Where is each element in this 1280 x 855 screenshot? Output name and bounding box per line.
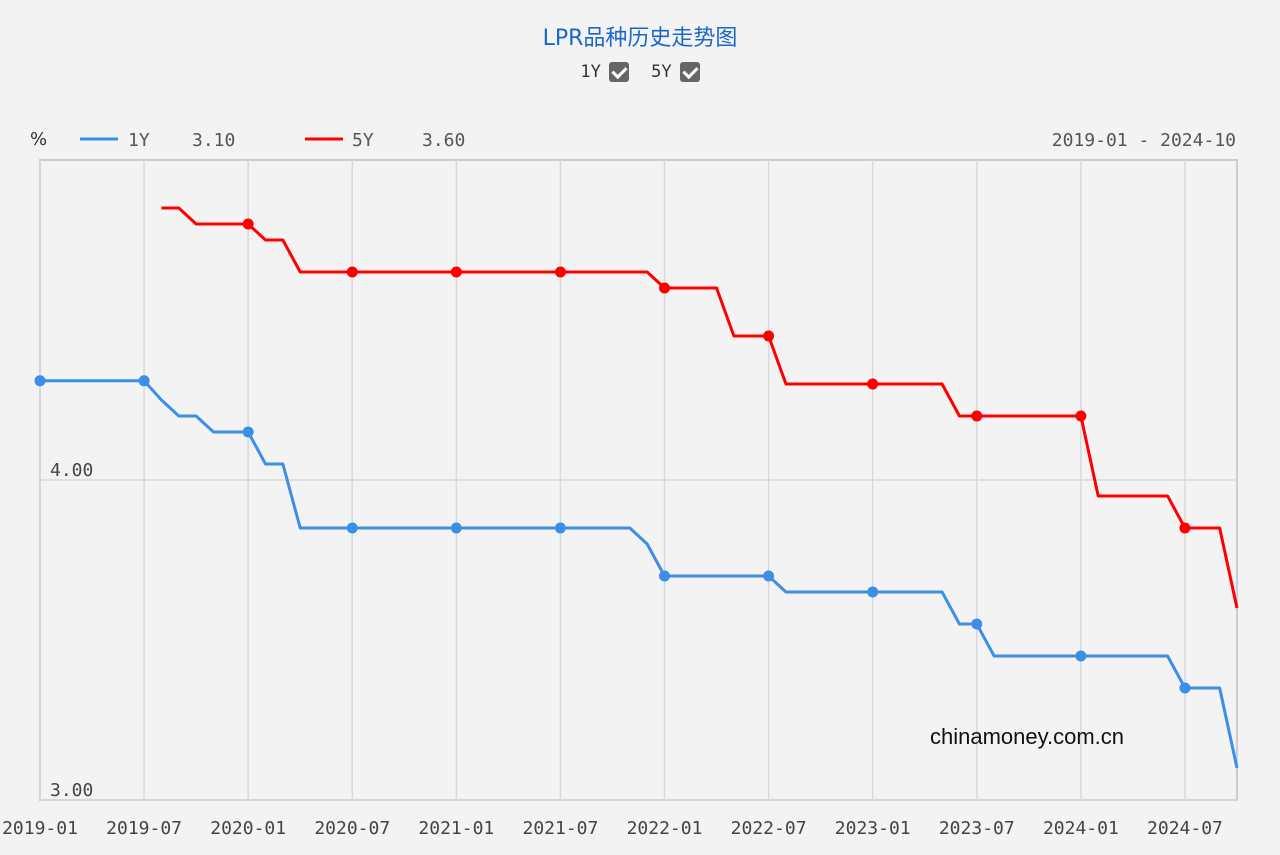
data-point-5y[interactable] [1179,522,1191,534]
data-point-1y[interactable] [971,618,983,630]
grid [39,159,1238,801]
data-point-5y[interactable] [450,266,462,278]
y-tick-label: 3.00 [50,780,93,801]
x-tick-label: 2020-07 [314,818,390,839]
data-point-5y[interactable] [867,378,879,390]
toggle-5y-label: 5Y [651,62,672,82]
data-point-1y[interactable] [242,426,254,438]
toggle-1y[interactable]: 1Y [580,62,629,82]
legend-5y-value: 3.60 [422,130,465,151]
toggle-5y[interactable]: 5Y [651,62,700,82]
series-toggles: 1Y 5Y [0,62,1280,82]
x-tick-label: 2022-07 [731,818,807,839]
x-tick-label: 2023-01 [835,818,911,839]
checkbox-checked-icon[interactable] [679,62,700,82]
data-point-1y[interactable] [34,375,46,387]
series-line-5y[interactable] [161,206,1239,609]
data-point-1y[interactable] [867,586,879,598]
x-tick-label: 2024-01 [1043,818,1119,839]
legend-5y-name: 5Y [352,130,374,151]
data-point-1y[interactable] [554,522,566,534]
data-point-5y[interactable] [242,218,254,230]
series-line-1y[interactable] [40,379,1239,769]
legend-5y[interactable]: 5Y 3.60 [305,130,465,151]
data-point-1y[interactable] [1179,682,1191,694]
data-point-5y[interactable] [659,282,671,294]
watermark: chinamoney.com.cn [930,724,1124,749]
data-point-5y[interactable] [554,266,566,278]
x-tick-label: 2023-07 [939,818,1015,839]
x-tick-label: 2019-01 [2,818,78,839]
checkbox-checked-icon[interactable] [608,62,629,82]
data-point-5y[interactable] [971,410,983,422]
x-tick-label: 2021-07 [523,818,599,839]
legend-1y-value: 3.10 [192,130,235,151]
data-point-1y[interactable] [763,570,775,582]
series-points [34,218,1191,694]
data-point-1y[interactable] [346,522,358,534]
toggle-1y-label: 1Y [580,62,601,82]
data-point-1y[interactable] [659,570,671,582]
date-range: 2019-01 - 2024-10 [1052,130,1236,151]
unit-label: % [30,129,47,150]
data-point-1y[interactable] [1075,650,1087,662]
y-axis-ticks: 4.00 3.00 [50,460,93,801]
data-point-1y[interactable] [138,375,150,387]
data-point-5y[interactable] [1075,410,1087,422]
x-tick-label: 2020-01 [210,818,286,839]
legend-1y-name: 1Y [128,130,150,151]
x-tick-label: 2021-01 [418,818,494,839]
x-tick-label: 2019-07 [106,818,182,839]
x-tick-label: 2024-07 [1147,818,1223,839]
data-point-5y[interactable] [763,330,775,342]
chart-title: LPR品种历史走势图 [542,26,738,51]
y-tick-label: 4.00 [50,460,93,481]
series-lines [40,206,1239,769]
legend-1y[interactable]: 1Y 3.10 [80,130,235,151]
data-point-5y[interactable] [346,266,358,278]
x-axis-ticks: 2019-01 2019-07 2020-01 2020-07 2021-01 2021-… [2,818,1223,839]
x-tick-label: 2022-01 [627,818,703,839]
data-point-1y[interactable] [450,522,462,534]
